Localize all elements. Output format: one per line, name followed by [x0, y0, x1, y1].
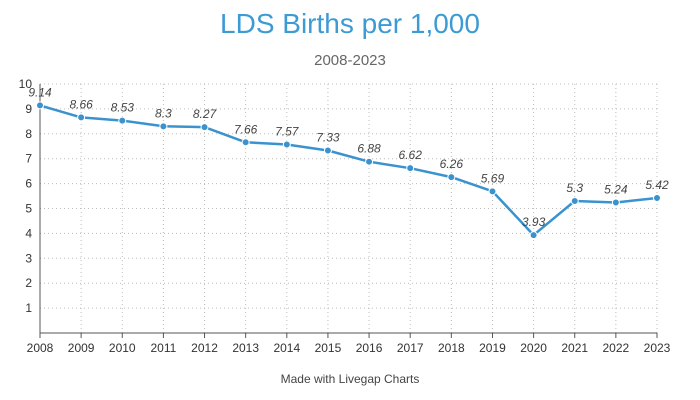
- data-point[interactable]: [36, 101, 44, 110]
- data-label: 8.27: [193, 107, 218, 121]
- data-point[interactable]: [323, 146, 332, 155]
- x-tick-label: 2022: [603, 341, 630, 355]
- data-point[interactable]: [200, 123, 209, 132]
- data-label: 6.26: [440, 157, 464, 171]
- data-label: 3.93: [522, 215, 546, 229]
- data-label: 9.14: [28, 85, 52, 99]
- data-point[interactable]: [488, 187, 497, 196]
- data-point[interactable]: [653, 194, 661, 203]
- x-tick-label: 2023: [644, 341, 671, 355]
- data-label: 7.66: [234, 122, 258, 136]
- data-point[interactable]: [241, 138, 250, 147]
- data-point[interactable]: [118, 116, 127, 125]
- axes: 1 2 3 4 5 6 7 8 9 10 2008 2009 2010 2011 2012 2013 2014 2…: [19, 77, 671, 355]
- x-tick-label: 2016: [356, 341, 383, 355]
- x-tick-label: 2011: [150, 341, 176, 355]
- x-tick-label: 2018: [438, 341, 465, 355]
- y-tick-label: 4: [25, 226, 32, 240]
- x-tick-label: 2010: [109, 341, 136, 355]
- series-path: [39, 104, 658, 237]
- x-tick-label: 2014: [273, 341, 300, 355]
- x-tick-label: 2015: [315, 341, 342, 355]
- data-label: 6.88: [357, 142, 381, 156]
- data-label: 5.3: [566, 181, 583, 195]
- data-point[interactable]: [282, 140, 291, 149]
- x-tick-label: 2013: [232, 341, 259, 355]
- y-tick-label: 5: [25, 202, 32, 216]
- y-tick-label: 3: [25, 251, 32, 265]
- y-tick-label: 7: [25, 152, 32, 166]
- data-point[interactable]: [570, 197, 579, 206]
- y-tick-label: 6: [25, 177, 32, 191]
- data-labels: 9.14 8.66 8.53 8.3 8.27 7.66 7.57 7.33 6.88 6.62 6…: [28, 85, 669, 229]
- x-tick-label: 2009: [68, 341, 95, 355]
- data-label: 6.62: [399, 148, 423, 162]
- data-point[interactable]: [611, 198, 620, 207]
- grid-lines: [40, 83, 658, 333]
- y-tick-label: 1: [25, 301, 32, 315]
- y-tick-label: 2: [25, 276, 32, 290]
- chart-title: LDS Births per 1,000: [220, 8, 480, 39]
- x-tick-label: 2008: [27, 341, 54, 355]
- data-point[interactable]: [159, 122, 168, 131]
- x-tick-label: 2019: [479, 341, 506, 355]
- data-label: 5.24: [604, 183, 628, 197]
- x-tick-label: 2021: [561, 341, 588, 355]
- data-label: 5.69: [481, 171, 505, 185]
- data-label: 7.57: [275, 125, 300, 139]
- chart-subtitle: 2008-2023: [314, 52, 386, 69]
- data-label: 8.53: [111, 101, 135, 115]
- data-point[interactable]: [529, 231, 538, 240]
- x-tick-label: 2017: [397, 341, 424, 355]
- series-line: [39, 104, 658, 237]
- chart-footer: Made with Livegap Charts: [280, 372, 420, 386]
- data-label: 8.3: [155, 106, 172, 120]
- data-point[interactable]: [365, 157, 374, 166]
- y-tick-label: 9: [25, 102, 32, 116]
- x-tick-label: 2020: [520, 341, 547, 355]
- data-label: 5.42: [645, 178, 669, 192]
- x-tick-label: 2012: [191, 341, 218, 355]
- data-label: 8.66: [69, 97, 93, 111]
- data-point[interactable]: [447, 173, 456, 182]
- data-points: [36, 101, 661, 240]
- y-tick-label: 10: [19, 77, 33, 91]
- data-label: 7.33: [316, 130, 340, 144]
- data-point[interactable]: [77, 113, 86, 122]
- y-tick-label: 8: [25, 127, 32, 141]
- data-point[interactable]: [406, 164, 415, 173]
